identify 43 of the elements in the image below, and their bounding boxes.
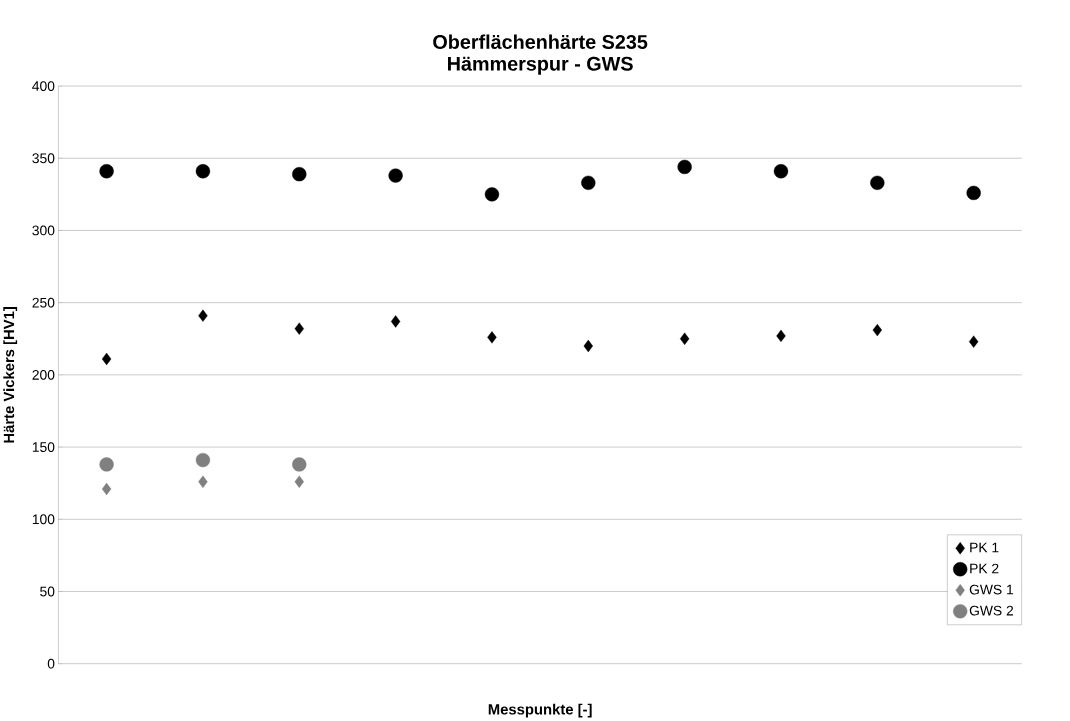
y-tick-label: 50: [40, 586, 55, 597]
point: [292, 167, 307, 182]
chart-title: Oberflächenhärte S235: [433, 34, 648, 50]
point: [872, 324, 882, 337]
point: [966, 185, 981, 201]
point: [487, 331, 497, 344]
point: [583, 339, 593, 353]
y-tick-label: 100: [32, 514, 55, 525]
point: [99, 457, 114, 472]
y-axis-title: Härte Vickers [HV1]: [3, 307, 18, 443]
point: [99, 164, 114, 179]
point: [101, 482, 112, 496]
y-tick-label: 0: [47, 658, 55, 669]
point: [390, 315, 401, 328]
point: [294, 322, 304, 335]
point: [388, 168, 403, 183]
point: [870, 175, 885, 191]
point: [484, 187, 500, 202]
y-tick-label: 350: [32, 153, 55, 164]
point: [677, 159, 692, 175]
point: [195, 164, 211, 179]
legend-label: PK 2: [970, 563, 999, 574]
point: [581, 175, 596, 191]
y-tick-label: 200: [32, 370, 55, 380]
legend-label: GWS 2: [969, 605, 1014, 616]
chart-subtitle: Hämmerspur - GWS: [448, 56, 633, 75]
point: [198, 475, 208, 488]
point: [776, 329, 786, 343]
y-tick-label: 400: [32, 81, 55, 92]
y-tick-label: 300: [32, 225, 55, 236]
point: [969, 335, 979, 348]
legend-label: GWS 1: [969, 584, 1014, 595]
y-tick-label: 250: [32, 297, 55, 308]
x-axis-title: Messpunkte [-]: [488, 703, 592, 718]
legend-label: PK 1: [970, 542, 999, 553]
point: [294, 475, 304, 488]
y-tick-label: 150: [32, 442, 55, 453]
point: [101, 352, 112, 366]
point: [773, 164, 789, 179]
point: [195, 453, 211, 468]
point: [680, 332, 690, 346]
point: [292, 457, 307, 472]
point: [198, 309, 208, 322]
